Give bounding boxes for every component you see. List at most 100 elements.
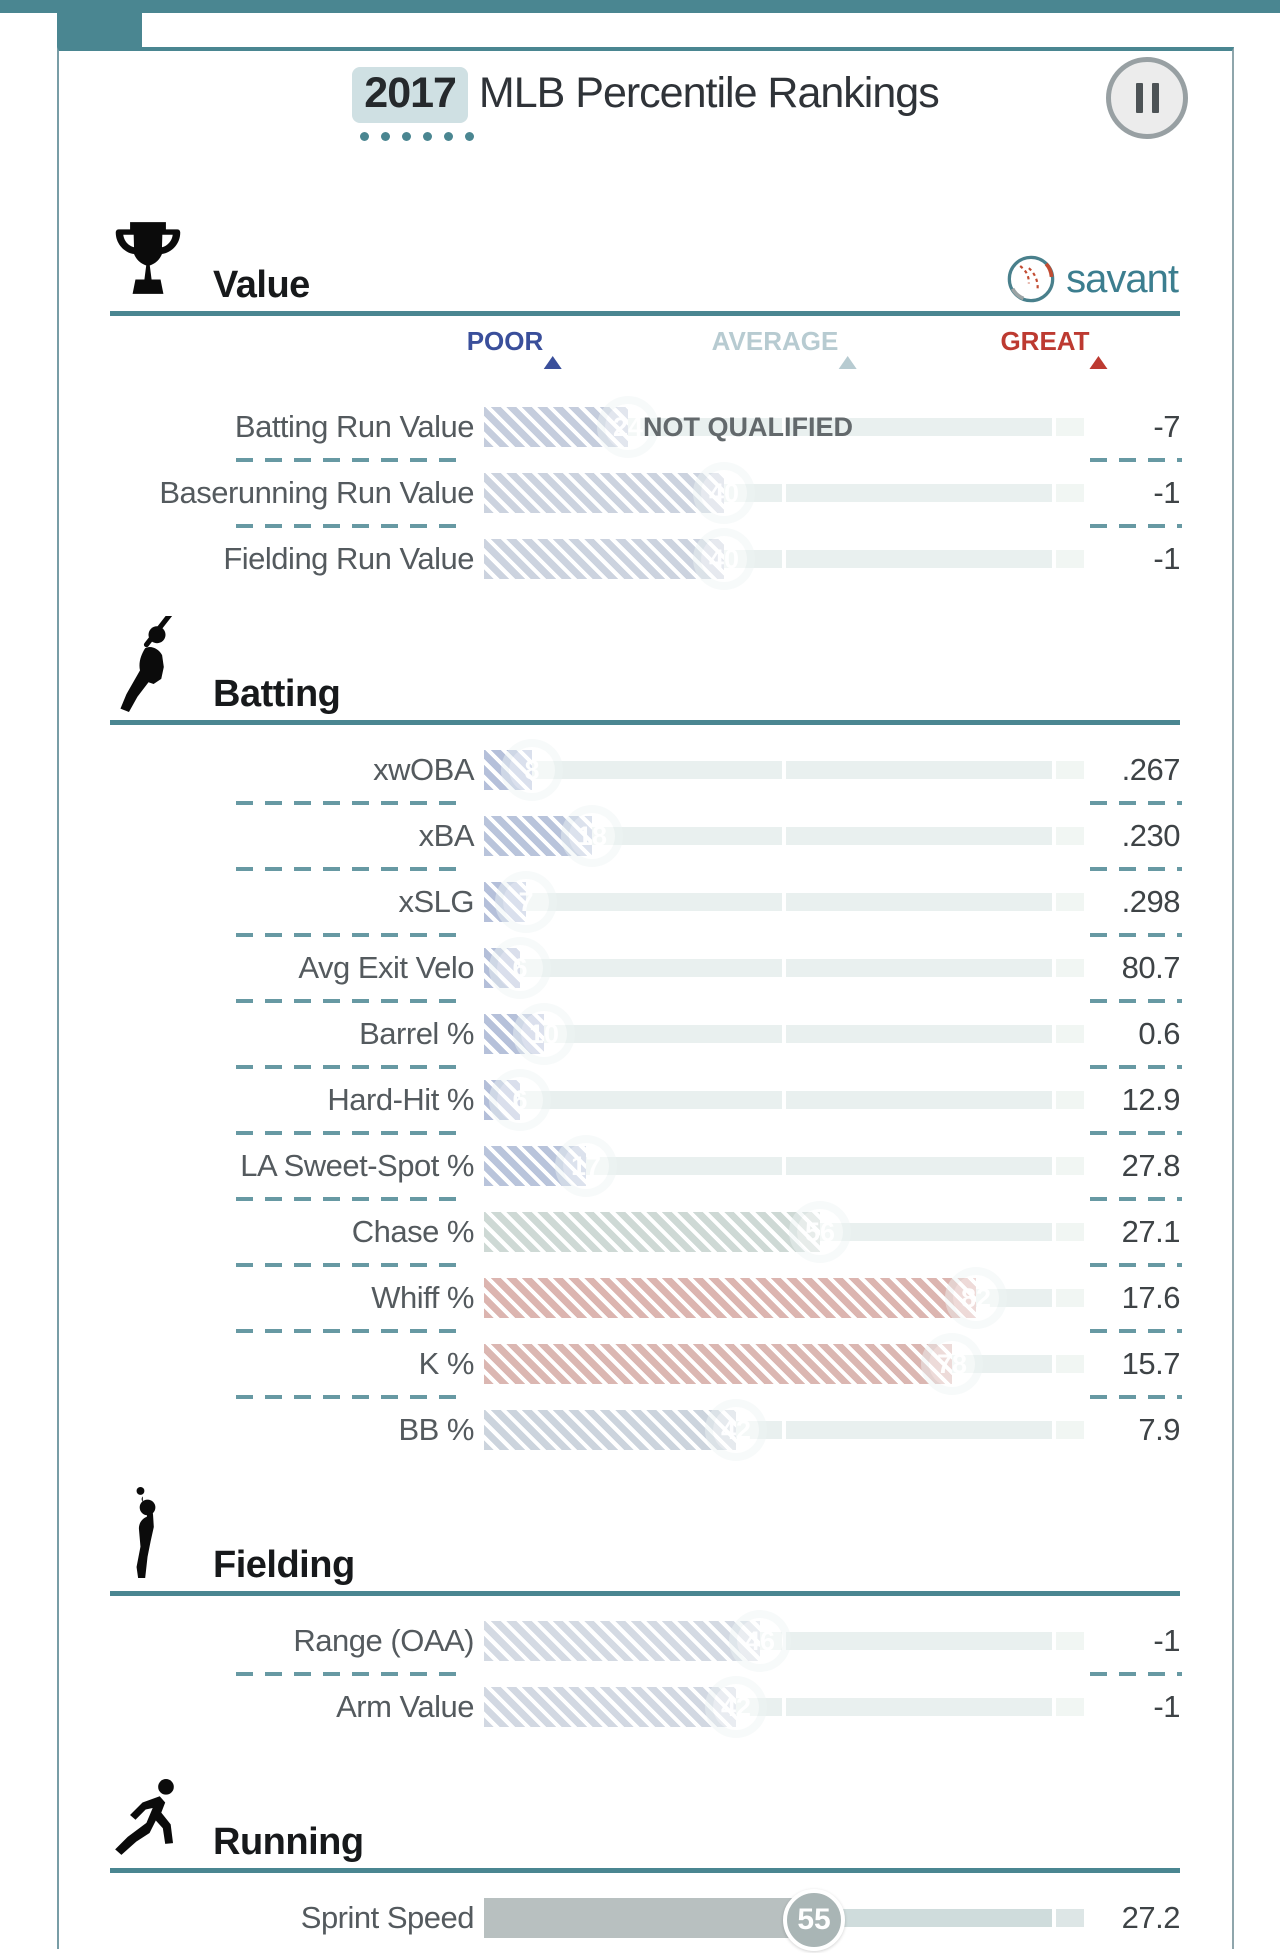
row-separator xyxy=(59,1395,1232,1399)
bar-fill xyxy=(484,1212,820,1252)
row-separator xyxy=(59,524,1232,528)
percentile-scale-header: POOR AVERAGE GREAT xyxy=(467,316,1108,382)
row-k: K % 78 15.7 xyxy=(59,1331,1232,1399)
row-xwoba: xwOBA 8 .267 xyxy=(59,737,1232,805)
row-xba: xBA 18 .230 xyxy=(59,803,1232,871)
row-separator xyxy=(59,801,1232,805)
stat-value: 80.7 xyxy=(1121,950,1181,985)
stat-label: Arm Value xyxy=(336,1689,474,1724)
percentile-bubble: 82 xyxy=(953,1275,999,1321)
scale-label-average: AVERAGE xyxy=(712,326,857,369)
row-separator xyxy=(59,1329,1232,1333)
row-la-sweet-spot: LA Sweet-Spot % 17 27.8 xyxy=(59,1133,1232,1201)
percentile-bubble: 8 xyxy=(509,747,555,793)
bar-track xyxy=(484,1025,1084,1043)
percentile-bar: 42 xyxy=(484,1407,1084,1453)
pause-button[interactable] xyxy=(1106,57,1188,139)
row-range-oaa: Range (OAA) 46 -1 xyxy=(59,1608,1232,1676)
percentile-bar: 46 xyxy=(484,1618,1084,1664)
stat-value: .267 xyxy=(1121,752,1181,787)
percentile-bar: 40 xyxy=(484,536,1084,582)
stat-label: Range (OAA) xyxy=(293,1623,474,1658)
row-separator xyxy=(59,458,1232,462)
section-title-running: Running xyxy=(213,1821,364,1863)
stat-label: BB % xyxy=(398,1412,474,1447)
section-divider xyxy=(110,720,1180,725)
section-title-fielding: Fielding xyxy=(213,1544,355,1586)
runner-icon xyxy=(105,1764,191,1866)
row-sprint-speed: Sprint Speed 55 27.2 xyxy=(59,1885,1232,1951)
season-year-chip: 2017 xyxy=(352,67,475,141)
percentile-bar: 10 xyxy=(484,1011,1084,1057)
row-separator xyxy=(59,1672,1232,1676)
bar-fill xyxy=(484,1621,760,1661)
bar-track xyxy=(484,893,1084,911)
top-accent-bar xyxy=(0,0,1280,13)
stat-label: Whiff % xyxy=(371,1280,474,1315)
stat-value: -1 xyxy=(1153,1689,1180,1724)
bar-track xyxy=(484,761,1084,779)
percentile-bubble: 40 xyxy=(701,536,747,582)
stat-value: 7.9 xyxy=(1138,1412,1180,1447)
section-running: Running Sprint Speed 55 27.2 xyxy=(59,1762,1232,1951)
percentile-bar: 8 xyxy=(484,747,1084,793)
row-separator xyxy=(59,1131,1232,1135)
stat-value: 27.1 xyxy=(1121,1214,1181,1249)
percentile-bar: 78 xyxy=(484,1341,1084,1387)
stat-label: Hard-Hit % xyxy=(327,1082,474,1117)
percentile-bar: 82 xyxy=(484,1275,1084,1321)
average-triangle-icon xyxy=(838,326,857,369)
title-underline-dots xyxy=(360,132,475,141)
percentile-bar: 56 xyxy=(484,1209,1084,1255)
section-divider xyxy=(110,1591,1180,1596)
row-separator xyxy=(59,867,1232,871)
stat-label: Batting Run Value xyxy=(234,409,475,444)
page-header: 2017 MLB Percentile Rankings xyxy=(59,51,1232,183)
stat-label: xwOBA xyxy=(373,752,474,787)
stat-value: -7 xyxy=(1153,409,1180,444)
percentile-bubble: 10 xyxy=(521,1011,567,1057)
savant-logo[interactable]: savant xyxy=(1005,253,1179,305)
stat-value: 17.6 xyxy=(1121,1280,1181,1315)
stat-value: 15.7 xyxy=(1121,1346,1181,1381)
stat-label: K % xyxy=(418,1346,475,1381)
great-triangle-icon xyxy=(1089,326,1108,369)
stat-value: 12.9 xyxy=(1121,1082,1181,1117)
percentile-bar: 42 xyxy=(484,1684,1084,1730)
bar-fill xyxy=(484,1344,952,1384)
stat-label: Chase % xyxy=(351,1214,475,1249)
percentile-bubble: 42 xyxy=(713,1684,759,1730)
percentile-bubble: 18 xyxy=(569,813,615,859)
percentile-bar: 6 xyxy=(484,1077,1084,1123)
bar-fill xyxy=(484,407,628,447)
stat-value: 27.2 xyxy=(1121,1900,1181,1935)
row-xslg: xSLG 7 .298 xyxy=(59,869,1232,937)
section-divider xyxy=(110,311,1180,316)
percentile-bubble: 7 xyxy=(503,879,549,925)
page-title: 2017 MLB Percentile Rankings xyxy=(59,67,1232,141)
stat-label: LA Sweet-Spot % xyxy=(240,1148,474,1183)
percentile-bar: 18 xyxy=(484,813,1084,859)
percentile-bubble: 6 xyxy=(497,1077,543,1123)
percentile-bar: 6 xyxy=(484,945,1084,991)
section-title-value: Value xyxy=(213,264,310,306)
section-divider xyxy=(110,1868,1180,1873)
row-arm-value: Arm Value 42 -1 xyxy=(59,1674,1232,1740)
not-qualified-label: NOT QUALIFIED xyxy=(643,411,853,442)
batter-icon xyxy=(105,616,191,718)
bar-fill xyxy=(484,1898,814,1938)
savant-wordmark: savant xyxy=(1066,256,1179,301)
percentile-bubble: 17 xyxy=(563,1143,609,1189)
percentile-bar: 40 xyxy=(484,470,1084,516)
stat-label: xSLG xyxy=(398,884,474,919)
rankings-card: 2017 MLB Percentile Rankings Value savan… xyxy=(57,13,1234,1951)
percentile-bar: 17 xyxy=(484,1143,1084,1189)
row-whiff: Whiff % 82 17.6 xyxy=(59,1265,1232,1333)
row-batting-run-value: Batting Run Value 24 NOT QUALIFIED -7 xyxy=(59,394,1232,462)
row-fielding-run-value: Fielding Run Value 40 -1 xyxy=(59,526,1232,592)
baseball-icon xyxy=(1005,253,1057,305)
pause-icon xyxy=(1135,83,1159,113)
stat-label: xBA xyxy=(418,818,475,853)
row-separator xyxy=(59,1263,1232,1267)
stat-value: -1 xyxy=(1153,475,1180,510)
